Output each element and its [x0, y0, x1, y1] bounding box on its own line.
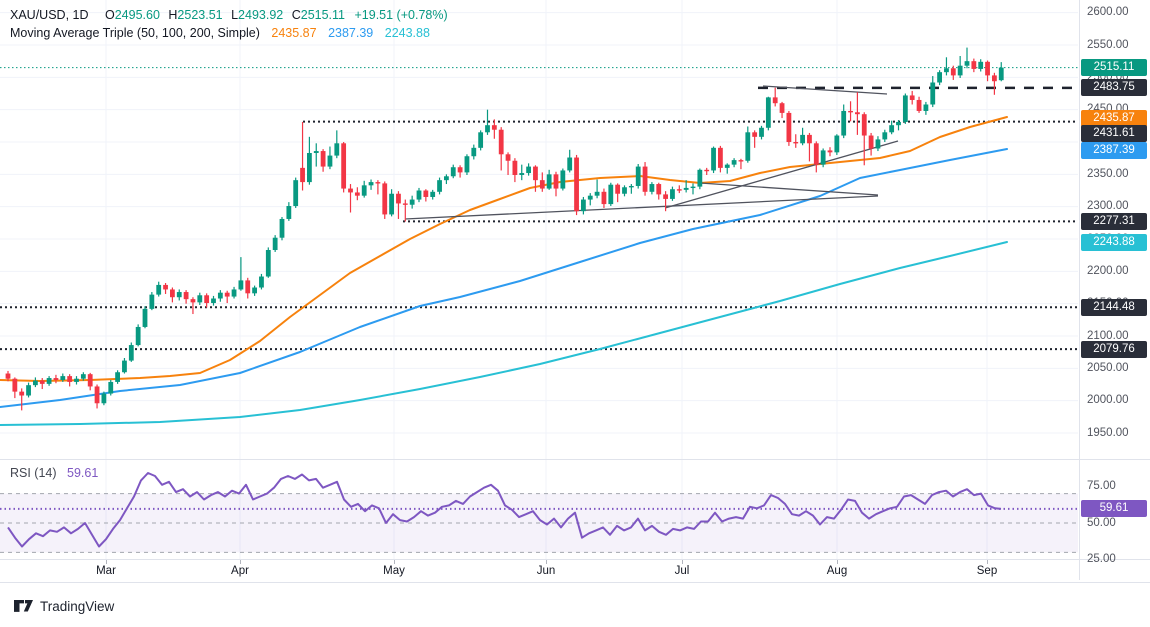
price-badge: 2144.48 — [1081, 298, 1147, 316]
close-label: C — [291, 8, 301, 22]
tradingview-logo-icon — [14, 599, 33, 612]
ma-indicator-label: Moving Average Triple (50, 100, 200, Sim… — [10, 26, 260, 40]
price-badge: 2431.61 — [1081, 125, 1147, 142]
time-axis-month-label: Jul — [674, 565, 690, 577]
price-axis-label: 2000.00 — [1087, 394, 1129, 407]
change-value: +19.51 (+0.78%) — [354, 8, 448, 22]
legend-ma-row[interactable]: Moving Average Triple (50, 100, 200, Sim… — [10, 25, 448, 42]
price-badge: 2435.87 — [1081, 110, 1147, 128]
price-axis-label: 2550.00 — [1087, 38, 1129, 51]
time-axis-tick — [394, 560, 395, 564]
price-badge: 2483.75 — [1081, 79, 1147, 97]
time-axis-month-label: Mar — [96, 565, 116, 577]
chart-legend: XAU/USD, 1D O2495.60 H2523.51 L2493.92 C… — [10, 7, 448, 43]
price-axis-label: 2600.00 — [1087, 6, 1129, 19]
tradingview-logo-text: TradingView — [40, 599, 115, 614]
price-badge: 2387.39 — [1081, 141, 1147, 159]
time-axis-tick — [682, 560, 683, 564]
rsi-axis-label: 75.00 — [1087, 479, 1116, 492]
time-axis-tick — [106, 560, 107, 564]
price-axis-label: 2300.00 — [1087, 200, 1129, 213]
time-axis-month-label: Jun — [536, 565, 556, 577]
close-value: 2515.11 — [300, 8, 346, 22]
candles-layer — [5, 47, 1004, 411]
time-axis-tick — [546, 560, 547, 564]
rsi-label: RSI (14) — [10, 466, 57, 480]
time-axis-tick — [987, 560, 988, 564]
sma100-line — [0, 148, 1008, 408]
sma50-line — [0, 116, 1008, 382]
time-axis-month-label: May — [383, 565, 405, 577]
pane-divider[interactable] — [0, 459, 1150, 460]
rsi-axis-label: 25.00 — [1087, 553, 1116, 566]
rsi-value-badge: 59.61 — [1081, 500, 1147, 518]
high-value: 2523.51 — [177, 8, 223, 22]
rsi-line — [7, 472, 1002, 548]
sma200-line — [0, 241, 1008, 426]
rsi-legend[interactable]: RSI (14) 59.61 — [10, 466, 98, 480]
ma50-value: 2435.87 — [271, 26, 317, 40]
footer-divider — [0, 582, 1150, 583]
rsi-level-lines — [0, 493, 1078, 553]
price-axis-label: 1950.00 — [1087, 426, 1129, 439]
open-value: 2495.60 — [114, 8, 160, 22]
time-axis-divider — [0, 559, 1150, 560]
rsi-value: 59.61 — [67, 466, 99, 480]
price-badge: 2243.88 — [1081, 234, 1147, 252]
open-label: O — [104, 8, 115, 22]
price-axis-label: 2200.00 — [1087, 264, 1129, 277]
trendlines — [404, 85, 899, 220]
time-axis-tick — [837, 560, 838, 564]
price-chart-canvas[interactable] — [0, 0, 1150, 460]
time-axis-month-label: Aug — [826, 565, 848, 577]
price-level-lines — [0, 67, 1078, 351]
price-badge: 2515.11 — [1081, 59, 1147, 77]
rsi-chart-canvas[interactable] — [0, 460, 1150, 560]
price-pane[interactable] — [0, 0, 1150, 460]
price-scale-divider — [1079, 0, 1080, 580]
rsi-pane[interactable] — [0, 460, 1150, 560]
rsi-gridlines — [105, 460, 988, 559]
price-axis-label: 2050.00 — [1087, 361, 1129, 374]
time-axis-month-label: Sep — [976, 565, 998, 577]
price-axis-label: 2100.00 — [1087, 329, 1129, 342]
rsi-axis-label: 50.00 — [1087, 516, 1116, 529]
legend-symbol-row[interactable]: XAU/USD, 1D O2495.60 H2523.51 L2493.92 C… — [10, 7, 448, 24]
price-axis-label: 2350.00 — [1087, 167, 1129, 180]
high-label: H — [168, 8, 178, 22]
ma100-value: 2387.39 — [328, 26, 374, 40]
price-badge: 2079.76 — [1081, 340, 1147, 358]
price-gridlines — [0, 0, 1078, 460]
time-axis-tick — [240, 560, 241, 564]
ma200-value: 2243.88 — [384, 26, 430, 40]
price-badge: 2277.31 — [1081, 212, 1147, 230]
time-axis-month-label: Apr — [231, 565, 249, 577]
symbol-title: XAU/USD, 1D — [10, 8, 89, 22]
low-label: L — [231, 8, 239, 22]
tradingview-logo[interactable]: TradingView — [14, 599, 114, 614]
low-value: 2493.92 — [238, 8, 284, 22]
